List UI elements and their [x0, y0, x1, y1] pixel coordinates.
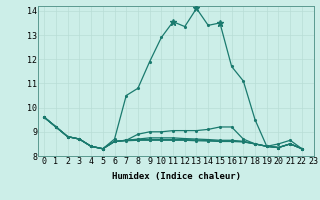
- X-axis label: Humidex (Indice chaleur): Humidex (Indice chaleur): [111, 172, 241, 181]
